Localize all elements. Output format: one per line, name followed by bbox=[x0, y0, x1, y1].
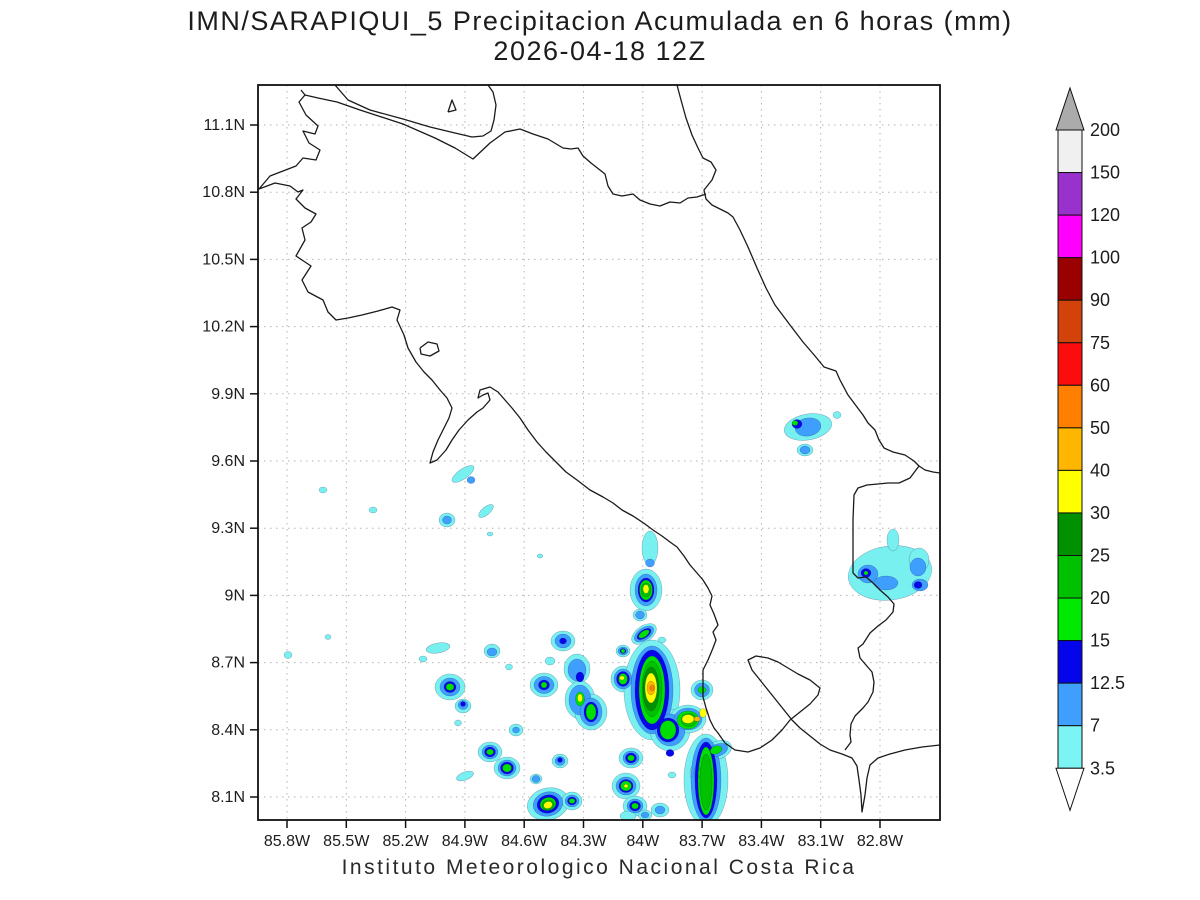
svg-text:84.6W: 84.6W bbox=[501, 833, 548, 850]
colorbar-label: 3.5 bbox=[1090, 758, 1115, 778]
svg-text:84W: 84W bbox=[626, 833, 660, 850]
svg-text:85.2W: 85.2W bbox=[382, 833, 429, 850]
colorbar-segment bbox=[1057, 342, 1083, 386]
colorbar-label: 90 bbox=[1090, 290, 1110, 310]
coastline bbox=[258, 85, 940, 813]
colorbar-segment bbox=[1057, 640, 1083, 684]
colorbar-segment bbox=[1057, 257, 1083, 301]
colorbar-label: 15 bbox=[1090, 631, 1110, 651]
lat-axis: 11.1N 10.8N 10.5N 10.2N 9.9N 9.6N 9.3N 9N 8.7N 8.… bbox=[202, 117, 258, 806]
colorbar-segment bbox=[1057, 427, 1083, 471]
colorbar-label: 30 bbox=[1090, 503, 1110, 523]
colorbar-label: 120 bbox=[1090, 205, 1120, 225]
svg-text:8.1N: 8.1N bbox=[211, 789, 245, 806]
colorbar-label: 50 bbox=[1090, 418, 1110, 438]
colorbar-segment bbox=[1057, 129, 1083, 174]
colorbar: 200 150 120 100 90 75 60 50 40 30 25 20 15 12.5 7 3.5 bbox=[1055, 86, 1125, 812]
svg-text:85.5W: 85.5W bbox=[323, 833, 370, 850]
colorbar-segment bbox=[1057, 512, 1083, 557]
svg-text:82.8W: 82.8W bbox=[857, 833, 904, 850]
svg-text:10.8N: 10.8N bbox=[202, 184, 245, 201]
colorbar-arrow-top bbox=[1055, 86, 1085, 131]
colorbar-label: 200 bbox=[1090, 120, 1120, 140]
svg-text:9N: 9N bbox=[225, 587, 245, 604]
colorbar-label: 100 bbox=[1090, 248, 1120, 268]
colorbar-segment bbox=[1057, 597, 1083, 642]
svg-text:9.6N: 9.6N bbox=[211, 453, 245, 470]
colorbar-segment bbox=[1057, 214, 1083, 259]
svg-text:8.7N: 8.7N bbox=[211, 655, 245, 672]
lon-axis: 85.8W 85.5W 85.2W 84.9W 84.6W 84.3W 84W 83.7W 83… bbox=[264, 820, 904, 850]
colorbar-label: 12.5 bbox=[1090, 673, 1125, 693]
svg-text:11.1N: 11.1N bbox=[203, 117, 245, 134]
colorbar-label: 75 bbox=[1090, 333, 1110, 353]
svg-text:83.7W: 83.7W bbox=[679, 833, 726, 850]
colorbar-label: 40 bbox=[1090, 460, 1110, 480]
chart-subtitle: 2026-04-18 12Z bbox=[493, 36, 707, 66]
colorbar-label: 25 bbox=[1090, 546, 1110, 566]
chart-title: IMN/SARAPIQUI_5 Precipitacion Acumulada … bbox=[187, 6, 1013, 36]
colorbar-label: 7 bbox=[1090, 716, 1100, 736]
colorbar-segment bbox=[1057, 555, 1083, 599]
colorbar-segment bbox=[1057, 469, 1083, 514]
colorbar-label: 150 bbox=[1090, 163, 1120, 183]
svg-text:10.5N: 10.5N bbox=[202, 251, 245, 268]
colorbar-segment bbox=[1057, 682, 1083, 727]
svg-text:8.4N: 8.4N bbox=[211, 722, 245, 739]
footer-caption: Instituto Meteorologico Nacional Costa R… bbox=[341, 856, 857, 879]
map-frame bbox=[257, 84, 941, 821]
colorbar-arrow-bottom bbox=[1055, 767, 1085, 812]
svg-text:85.8W: 85.8W bbox=[264, 833, 311, 850]
svg-text:84.3W: 84.3W bbox=[560, 833, 607, 850]
svg-text:83.4W: 83.4W bbox=[738, 833, 785, 850]
svg-text:10.2N: 10.2N bbox=[202, 319, 245, 336]
colorbar-label: 20 bbox=[1090, 588, 1110, 608]
svg-text:84.9W: 84.9W bbox=[442, 833, 489, 850]
svg-text:83.1W: 83.1W bbox=[798, 833, 845, 850]
colorbar-segment bbox=[1057, 725, 1083, 769]
precip-cells bbox=[283, 411, 933, 820]
colorbar-label: 60 bbox=[1090, 375, 1110, 395]
svg-text:9.9N: 9.9N bbox=[211, 386, 245, 403]
colorbar-segment bbox=[1057, 384, 1083, 429]
colorbar-segment bbox=[1057, 172, 1083, 216]
colorbar-segment bbox=[1057, 299, 1083, 344]
svg-text:9.3N: 9.3N bbox=[211, 520, 245, 537]
